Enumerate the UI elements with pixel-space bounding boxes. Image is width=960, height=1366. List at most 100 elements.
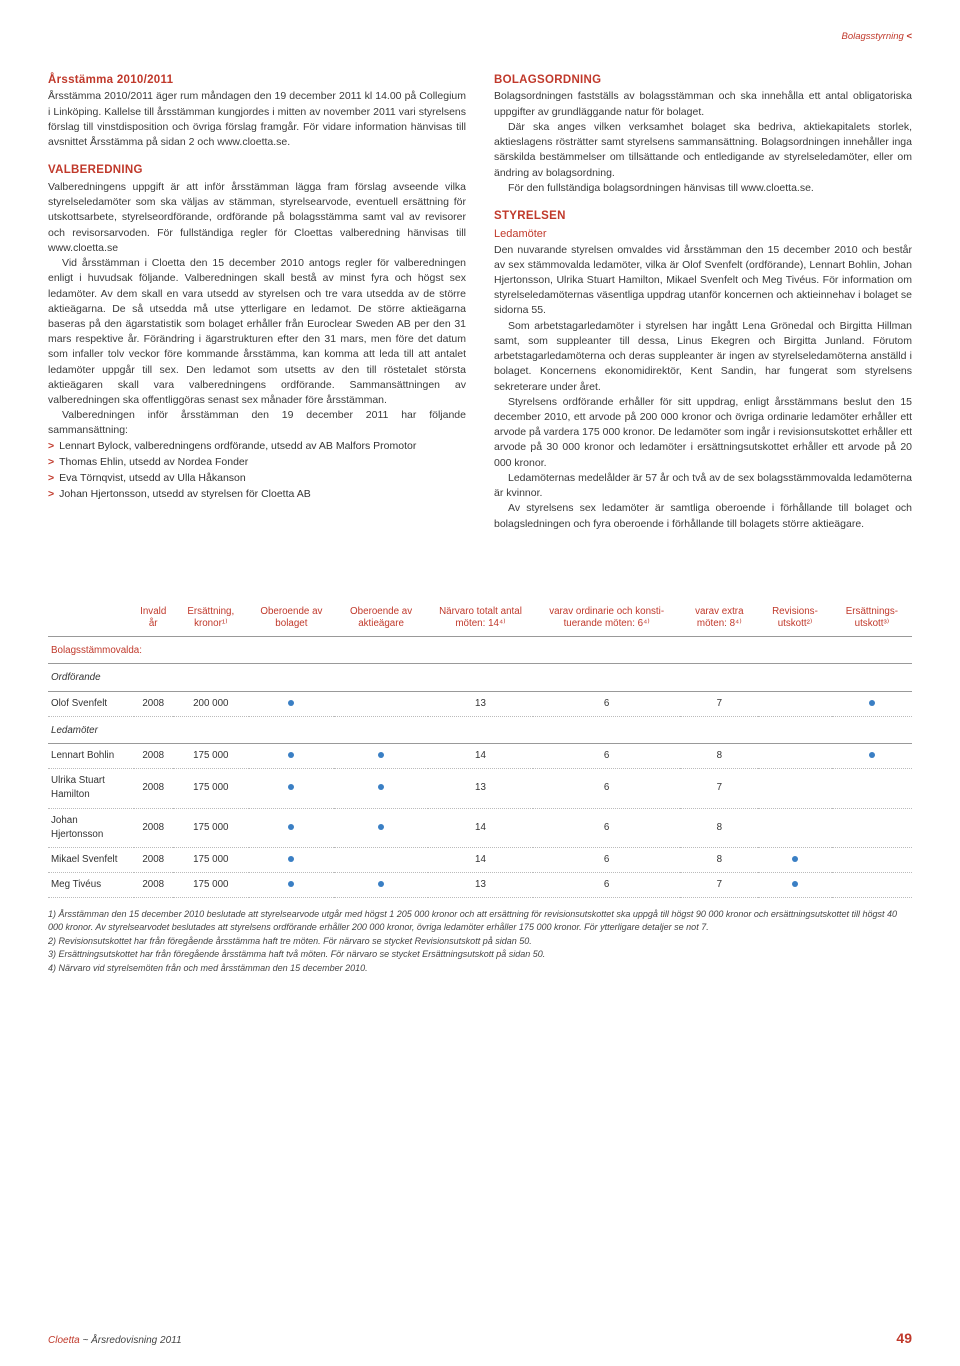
cell: 6 xyxy=(533,873,681,898)
col-ordinarie: varav ordinarie och konsti-tuerande möte… xyxy=(533,604,681,637)
para-valberedning-1: Valberedningens uppgift är att inför års… xyxy=(48,180,466,256)
dot-cell xyxy=(334,744,428,769)
cell: 200 000 xyxy=(173,691,249,716)
table-body: Bolagsstämmovalda: Ordförande Olof Svenf… xyxy=(48,637,912,898)
dot-cell xyxy=(249,769,334,808)
dot-cell xyxy=(832,848,912,873)
valberedning-list: > Lennart Bylock, valberedningens ordföra… xyxy=(48,439,466,503)
cell: Mikael Svenfelt xyxy=(48,848,134,873)
cell: 8 xyxy=(680,848,758,873)
col-invald: Invald år xyxy=(134,604,173,637)
footer-doc: Årsredovisning 2011 xyxy=(91,1335,181,1346)
cell: 7 xyxy=(680,769,758,808)
heading-valberedning: VALBEREDNING xyxy=(48,162,466,179)
right-column: BOLAGSORDNING Bolagsordningen fastställs… xyxy=(494,72,912,544)
cell: 8 xyxy=(680,744,758,769)
para-styrelsen-5: Av styrelsens sex ledamöter är samtliga … xyxy=(494,501,912,531)
col-oberoende-bolag: Oberoende av bolaget xyxy=(249,604,334,637)
col-name xyxy=(48,604,134,637)
dot-icon xyxy=(288,752,294,758)
dot-icon xyxy=(869,752,875,758)
dot-cell xyxy=(758,691,832,716)
bullet-icon: > xyxy=(48,439,54,454)
cell: 2008 xyxy=(134,873,173,898)
para-bolagsordning-1: Bolagsordningen fastställs av bolagsstäm… xyxy=(494,89,912,119)
dot-icon xyxy=(378,784,384,790)
breadcrumb: Bolagsstyrning < xyxy=(48,30,912,44)
dot-cell xyxy=(334,808,428,847)
cell: 175 000 xyxy=(173,808,249,847)
dot-cell xyxy=(758,848,832,873)
cell: 14 xyxy=(428,744,533,769)
dot-icon xyxy=(378,881,384,887)
dot-cell xyxy=(249,808,334,847)
list-text: Thomas Ehlin, utsedd av Nordea Fonder xyxy=(59,455,248,470)
cell: Olof Svenfelt xyxy=(48,691,134,716)
dot-icon xyxy=(378,824,384,830)
para-styrelsen-1: Den nuvarande styrelsen omvaldes vid års… xyxy=(494,243,912,319)
dot-icon xyxy=(288,824,294,830)
footer-source: Cloetta ~ Årsredovisning 2011 xyxy=(48,1334,182,1349)
bullet-icon: > xyxy=(48,471,54,486)
dot-cell xyxy=(758,769,832,808)
cell: 2008 xyxy=(134,769,173,808)
dot-cell xyxy=(832,691,912,716)
cell: Ulrika Stuart Hamilton xyxy=(48,769,134,808)
table-row: Lennart Bohlin2008175 0001468 xyxy=(48,744,912,769)
cell: 14 xyxy=(428,848,533,873)
list-item: >Johan Hjertonsson, utsedd av styrelsen … xyxy=(48,487,466,502)
para-valberedning-2: Vid årsstämman i Cloetta den 15 december… xyxy=(48,256,466,408)
left-column: Årsstämma 2010/2011 Årsstämma 2010/2011 … xyxy=(48,72,466,544)
cell: 2008 xyxy=(134,691,173,716)
para-styrelsen-2: Som arbetstagarledamöter i styrelsen har… xyxy=(494,319,912,395)
section-label: Bolagsstämmovalda: xyxy=(48,637,912,664)
table-section: Bolagsstämmovalda: xyxy=(48,637,912,664)
dot-cell xyxy=(249,873,334,898)
cell: 14 xyxy=(428,808,533,847)
list-text: Lennart Bylock, valberedningens ordföran… xyxy=(59,439,416,454)
cell: 175 000 xyxy=(173,848,249,873)
dot-cell xyxy=(334,769,428,808)
footnote: 2) Revisionsutskottet har från föregåend… xyxy=(48,935,912,948)
cell: 13 xyxy=(428,769,533,808)
cell: 2008 xyxy=(134,848,173,873)
dot-icon xyxy=(792,881,798,887)
para-arsstamma: Årsstämma 2010/2011 äger rum måndagen de… xyxy=(48,89,466,150)
board-table-wrap: Invald år Ersättning, kronor¹⁾ Oberoende… xyxy=(48,604,912,899)
cell: 2008 xyxy=(134,808,173,847)
cell: 175 000 xyxy=(173,873,249,898)
dot-icon xyxy=(378,752,384,758)
heading-arsstamma: Årsstämma 2010/2011 xyxy=(48,72,466,89)
footnote: 3) Ersättningsutskottet har från föregåe… xyxy=(48,948,912,961)
dot-icon xyxy=(288,784,294,790)
dot-cell xyxy=(758,808,832,847)
dot-cell xyxy=(334,873,428,898)
para-bolagsordning-2: Där ska anges vilken verksamhet bolaget … xyxy=(494,120,912,181)
footnote: 1) Årsstämman den 15 december 2010 beslu… xyxy=(48,908,912,933)
list-item: >Eva Törnqvist, utsedd av Ulla Håkanson xyxy=(48,471,466,486)
dot-icon xyxy=(288,700,294,706)
para-valberedning-3: Valberedningen inför årsstämman den 19 d… xyxy=(48,408,466,438)
table-row: Johan Hjertonsson2008175 0001468 xyxy=(48,808,912,847)
subheading-ledamoter: Ledamöter xyxy=(494,227,912,243)
table-head: Invald år Ersättning, kronor¹⁾ Oberoende… xyxy=(48,604,912,637)
cell: 7 xyxy=(680,691,758,716)
bullet-icon: > xyxy=(48,487,54,502)
cell: 6 xyxy=(533,848,681,873)
dot-cell xyxy=(832,769,912,808)
table-row: Ulrika Stuart Hamilton2008175 0001367 xyxy=(48,769,912,808)
dot-cell xyxy=(758,873,832,898)
cell: 8 xyxy=(680,808,758,847)
board-table: Invald år Ersättning, kronor¹⁾ Oberoende… xyxy=(48,604,912,899)
section-label: Ordförande xyxy=(48,664,912,691)
page-footer: Cloetta ~ Årsredovisning 2011 49 xyxy=(48,1328,912,1349)
footer-sep: ~ xyxy=(82,1335,88,1346)
section-label: Ledamöter xyxy=(48,716,912,743)
col-extra: varav extra möten: 8⁴⁾ xyxy=(680,604,758,637)
col-ersattnings: Ersättnings-utskott³⁾ xyxy=(832,604,912,637)
footer-brand: Cloetta xyxy=(48,1335,80,1346)
list-item: >Thomas Ehlin, utsedd av Nordea Fonder xyxy=(48,455,466,470)
dot-cell xyxy=(758,744,832,769)
para-bolagsordning-3: För den fullständiga bolagsordningen hän… xyxy=(494,181,912,196)
footnote: 4) Närvaro vid styrelsemöten från och me… xyxy=(48,962,912,975)
